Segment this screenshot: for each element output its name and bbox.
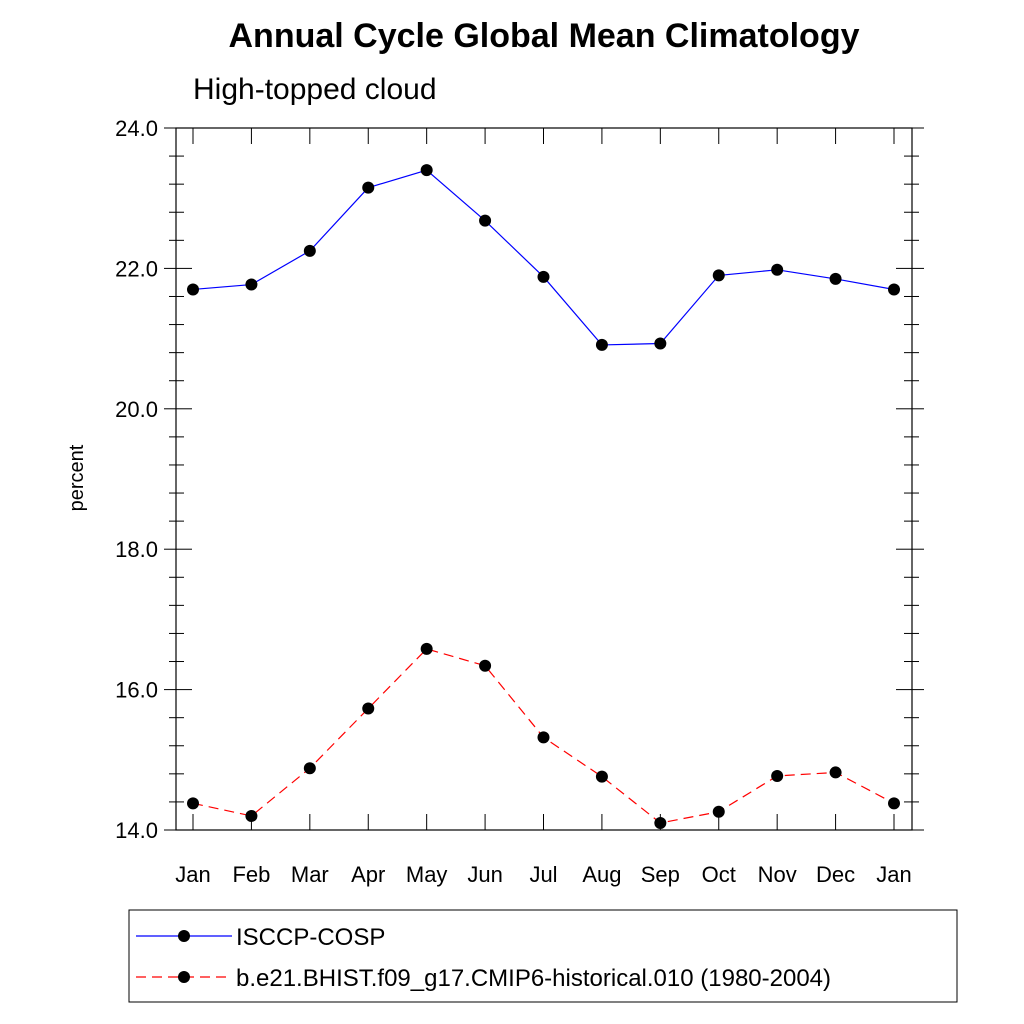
series-1-point <box>303 244 316 257</box>
series-2-point <box>187 797 199 810</box>
x-tick-label: Jan <box>175 862 210 887</box>
series-2-point <box>420 642 433 655</box>
x-tick-label: Feb <box>232 862 270 887</box>
legend-marker-1 <box>178 930 190 942</box>
series-2-point <box>362 702 375 715</box>
x-tick-label: Mar <box>291 862 329 887</box>
x-tick-label: Oct <box>702 862 736 887</box>
series-2-point <box>829 766 842 779</box>
series-2-point <box>712 805 725 818</box>
chart-subtitle: High-topped cloud <box>193 73 437 106</box>
series-1-point <box>479 214 492 227</box>
legend-box <box>128 909 958 1003</box>
series-1-point <box>712 269 725 282</box>
x-tick-label: Jan <box>876 862 911 887</box>
y-tick-label: 20.0 <box>115 397 158 422</box>
series-1-point <box>829 272 842 285</box>
series-2-point <box>595 770 608 783</box>
series-2-point <box>654 816 667 829</box>
series-2-point <box>479 659 492 672</box>
y-tick-label: 16.0 <box>115 678 158 703</box>
x-tick-label: May <box>406 862 448 887</box>
chart-title: Annual Cycle Global Mean Climatology <box>229 17 860 55</box>
x-tick-label: Aug <box>582 862 621 887</box>
series-1-point <box>888 283 900 296</box>
x-tick-label: Jul <box>529 862 557 887</box>
legend-label-2: b.e21.BHIST.f09_g17.CMIP6-historical.010… <box>236 965 831 992</box>
series-2-point <box>888 797 900 810</box>
series-1-point <box>187 283 199 296</box>
plot-frame <box>175 127 913 831</box>
series-2-point <box>245 809 258 822</box>
series-2-point <box>771 769 784 782</box>
series-1-point <box>771 263 784 276</box>
series-1-point <box>654 337 667 350</box>
x-tick-label: Dec <box>816 862 855 887</box>
series-1-point <box>245 278 258 291</box>
y-tick-label: 18.0 <box>115 537 158 562</box>
y-tick-label: 22.0 <box>115 256 158 281</box>
series-1-point <box>595 338 608 351</box>
legend-label-1: ISCCP-COSP <box>236 924 385 951</box>
x-tick-label: Nov <box>758 862 797 887</box>
x-tick-label: Sep <box>641 862 680 887</box>
series-line-1 <box>192 169 895 346</box>
series-1-point <box>420 164 433 177</box>
x-tick-label: Jun <box>467 862 502 887</box>
y-axis-label: percent <box>66 444 88 511</box>
y-tick-label: 24.0 <box>115 116 158 141</box>
legend-marker-2 <box>178 971 190 983</box>
x-tick-label: Apr <box>351 862 385 887</box>
series-2-point <box>537 731 550 744</box>
y-tick-label: 14.0 <box>115 818 158 843</box>
series-1-point <box>362 181 375 194</box>
series-1-point <box>537 270 550 283</box>
series-2-point <box>303 762 316 775</box>
